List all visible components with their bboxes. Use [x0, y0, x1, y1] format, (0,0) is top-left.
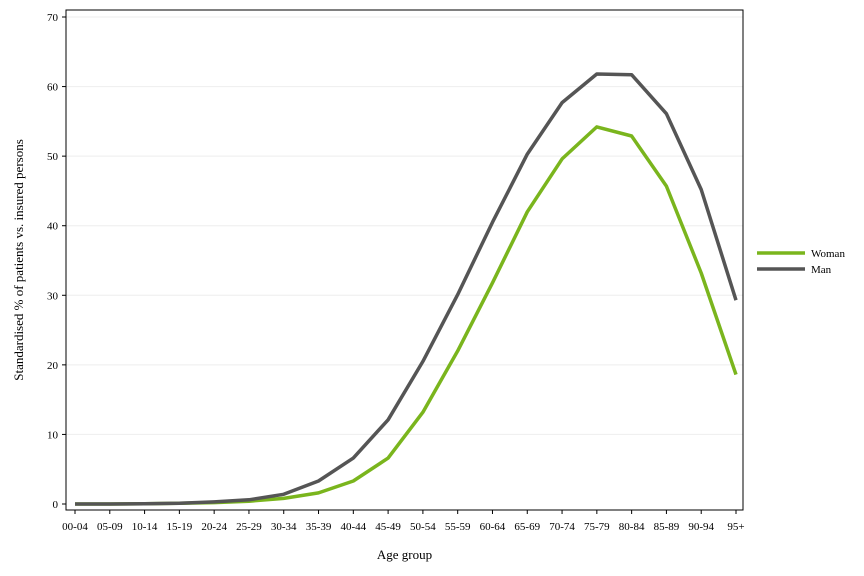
- y-tick-label: 40: [47, 221, 59, 233]
- x-tick-label: 30-34: [271, 521, 297, 533]
- y-axis-title: Standardised % of patients vs. insured p…: [11, 139, 26, 381]
- plot-frame: [65, 9, 744, 511]
- x-tick-label: 55-59: [445, 521, 471, 533]
- x-tick-label: 05-09: [97, 521, 123, 533]
- legend-label-woman: Woman: [811, 248, 845, 260]
- y-axis: 0 10 20 30 40 50 60 70: [47, 12, 66, 511]
- x-axis: 00-04 05-09 10-14 15-19 20-24 25-29 30-34 35-39…: [62, 510, 745, 533]
- y-tick-label: 70: [47, 12, 59, 24]
- series-line-man: [75, 72, 738, 506]
- y-tick-label: 50: [47, 151, 59, 163]
- x-tick-label: 70-74: [549, 521, 575, 533]
- y-tick-label: 20: [47, 360, 59, 372]
- x-tick-label: 75-79: [584, 521, 610, 533]
- x-tick-label: 65-69: [514, 521, 540, 533]
- x-tick-label: 00-04: [62, 521, 88, 533]
- x-tick-label: 50-54: [410, 521, 436, 533]
- x-tick-label: 40-44: [340, 521, 366, 533]
- legend-label-man: Man: [811, 264, 832, 276]
- x-tick-label: 10-14: [132, 521, 158, 533]
- x-tick-label: 15-19: [167, 521, 193, 533]
- series-line-woman: [75, 125, 738, 506]
- x-tick-label: 60-64: [480, 521, 506, 533]
- x-axis-title: Age group: [377, 547, 432, 562]
- x-tick-label: 95+: [727, 521, 744, 533]
- x-tick-label: 85-89: [654, 521, 680, 533]
- x-tick-label: 80-84: [619, 521, 645, 533]
- gridlines: [66, 16, 743, 435]
- y-tick-label: 30: [47, 290, 59, 302]
- legend: Woman Man: [757, 248, 845, 276]
- x-tick-label: 35-39: [306, 521, 332, 533]
- series-lines: [75, 72, 738, 506]
- x-tick-label: 25-29: [236, 521, 262, 533]
- y-tick-label: 0: [53, 499, 59, 511]
- x-tick-label: 45-49: [375, 521, 401, 533]
- y-tick-label: 10: [47, 429, 59, 441]
- x-tick-label: 90-94: [688, 521, 714, 533]
- y-tick-label: 60: [47, 82, 59, 94]
- x-tick-label: 20-24: [201, 521, 227, 533]
